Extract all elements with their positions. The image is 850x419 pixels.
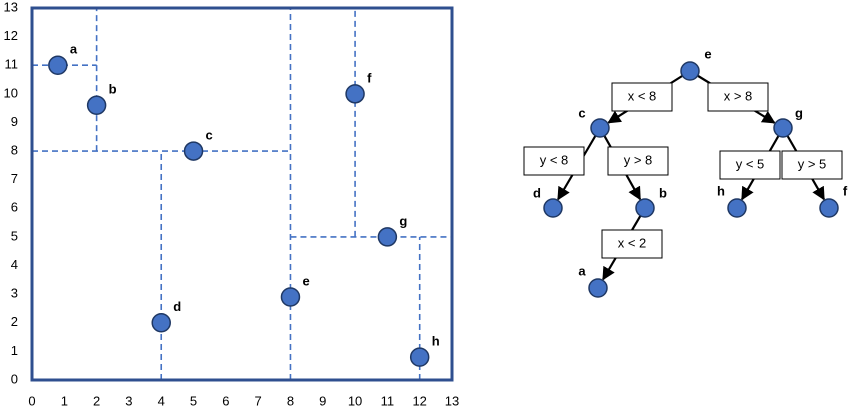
edge-box xyxy=(611,82,673,112)
node-label: f xyxy=(843,183,848,198)
x-tick-label: 10 xyxy=(348,393,362,408)
x-tick-label: 4 xyxy=(158,393,165,408)
point xyxy=(377,227,398,247)
edge-label: x < 2 xyxy=(618,235,647,250)
node-label: d xyxy=(533,185,541,200)
node-label: c xyxy=(578,105,585,120)
point-label: h xyxy=(432,334,440,349)
y-tick-label: 11 xyxy=(5,57,19,72)
x-tick-label: 11 xyxy=(381,393,395,408)
x-tick-label: 1 xyxy=(61,393,68,408)
y-tick-label: 6 xyxy=(11,200,18,215)
edge-label: x > 8 xyxy=(724,88,753,103)
x-tick-label: 2 xyxy=(93,393,100,408)
point xyxy=(409,347,430,367)
tree-node xyxy=(819,198,839,218)
x-tick-label: 9 xyxy=(319,393,326,408)
y-tick-label: 5 xyxy=(11,228,18,243)
plot-frame xyxy=(30,6,454,382)
x-tick-label: 8 xyxy=(287,393,294,408)
y-tick-label: 9 xyxy=(11,114,18,129)
node-label: a xyxy=(578,263,586,278)
point-label: d xyxy=(173,299,181,314)
edge-label: y < 8 xyxy=(540,152,569,167)
edge-label: x < 8 xyxy=(628,88,657,103)
y-tick-label: 12 xyxy=(4,28,18,43)
node-label: e xyxy=(704,46,711,61)
edge-label: y > 5 xyxy=(798,156,827,171)
point xyxy=(86,95,107,116)
edge-box xyxy=(719,150,781,180)
node-label: b xyxy=(659,185,667,200)
point-label: g xyxy=(399,213,407,228)
edge-box xyxy=(523,146,585,176)
x-tick-label: 3 xyxy=(125,393,132,408)
y-tick-label: 0 xyxy=(11,371,18,386)
point xyxy=(280,287,301,307)
x-tick-label: 0 xyxy=(28,393,35,408)
x-tick-label: 13 xyxy=(445,393,459,408)
tree-node xyxy=(680,61,700,81)
y-tick-label: 10 xyxy=(4,85,18,100)
point-label: e xyxy=(302,273,309,288)
edge-box xyxy=(601,229,663,259)
y-tick-label: 1 xyxy=(11,343,18,358)
y-tick-label: 7 xyxy=(11,171,18,186)
x-tick-label: 5 xyxy=(190,393,197,408)
tree-node xyxy=(543,198,563,218)
tree-node xyxy=(590,118,610,138)
edge-label: y > 8 xyxy=(624,152,653,167)
x-tick-label: 12 xyxy=(412,393,426,408)
y-tick-label: 4 xyxy=(11,257,18,272)
x-tick-label: 7 xyxy=(255,393,262,408)
tree-node xyxy=(588,278,608,298)
point xyxy=(345,84,365,104)
y-tick-label: 13 xyxy=(4,0,18,14)
tree-node xyxy=(773,118,793,138)
edge-box xyxy=(707,82,769,112)
point-label: f xyxy=(367,70,372,85)
point xyxy=(183,141,204,161)
edge-box xyxy=(781,150,843,180)
y-tick-label: 3 xyxy=(11,286,18,301)
tree-node xyxy=(727,198,747,218)
point xyxy=(151,313,171,333)
node-label: g xyxy=(795,105,803,120)
tree-node xyxy=(635,198,655,218)
point-label: c xyxy=(206,128,213,143)
edge-label: y < 5 xyxy=(736,156,765,171)
x-tick-label: 6 xyxy=(222,393,229,408)
y-tick-label: 8 xyxy=(11,143,18,158)
y-tick-label: 2 xyxy=(11,314,18,329)
point xyxy=(48,55,68,75)
edge-box xyxy=(607,146,669,176)
node-label: h xyxy=(717,183,725,198)
point-label: b xyxy=(109,82,117,97)
point-label: a xyxy=(70,42,78,57)
